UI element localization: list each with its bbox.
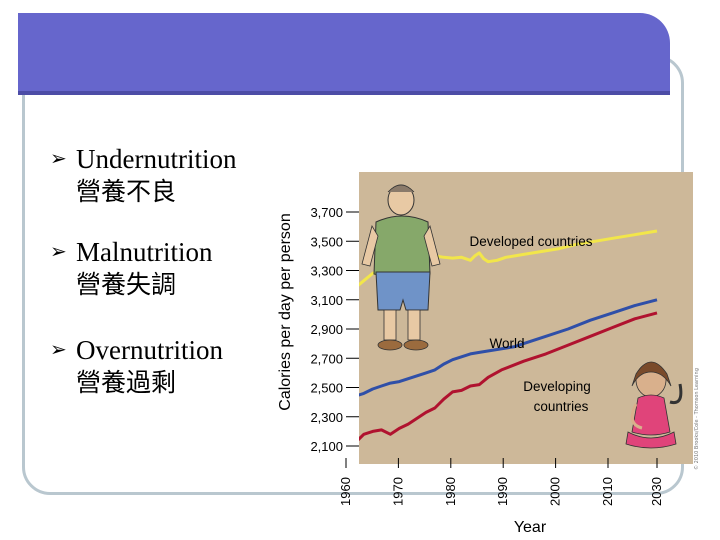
bullet-undernutrition-zh: 營養不良 [76, 177, 177, 206]
series-line-world [359, 298, 658, 397]
series-label-world: World [489, 336, 524, 351]
y-tick-label: 2,300 [310, 410, 343, 425]
y-tick-label: 3,500 [310, 234, 343, 249]
x-tick-label: 1960 [338, 477, 353, 506]
y-tick-label: 3,700 [310, 205, 343, 220]
x-tick-label: 1970 [390, 477, 405, 506]
bullet-arrow-icon: ➢ [50, 339, 67, 361]
y-tick-label: 3,100 [310, 293, 343, 308]
x-tick-label: 2000 [548, 477, 563, 506]
x-tick-label: 1990 [495, 477, 510, 506]
series-label-developing-line2: countries [534, 399, 589, 414]
bullet-arrow-icon: ➢ [50, 241, 67, 263]
title-banner-shadow [18, 91, 670, 95]
bullet-overnutrition-en: Overnutrition [76, 335, 223, 365]
y-tick-label: 2,700 [310, 351, 343, 366]
bullet-arrow-icon: ➢ [50, 148, 67, 170]
y-tick-label: 2,500 [310, 381, 343, 396]
x-tick-label: 2030 [649, 477, 664, 506]
bullet-undernutrition-en: Undernutrition [76, 144, 237, 174]
thin-child-icon [625, 361, 683, 449]
y-tick-label: 2,100 [310, 439, 343, 454]
y-axis-title: Calories per day per person [277, 213, 294, 410]
bullet-malnutrition-zh: 營養失調 [76, 270, 177, 299]
y-tick-label: 2,900 [310, 322, 343, 337]
series-label-developed: Developed countries [469, 234, 592, 249]
overweight-man-icon [361, 184, 441, 351]
x-axis-ticks: 1960 1970 1980 1990 2000 2010 2030 [338, 458, 664, 506]
series-line-developing [359, 311, 658, 442]
bullet-malnutrition-en: Malnutrition [76, 237, 213, 267]
x-tick-label: 2010 [600, 477, 615, 506]
x-axis-title: Year [514, 519, 547, 536]
x-tick-label: 1980 [443, 477, 458, 506]
series-label-developing-line1: Developing [523, 379, 591, 394]
y-tick-label: 3,300 [310, 264, 343, 279]
title-banner [18, 13, 670, 91]
chart-credit: © 2010 Brooks/Cole - Thomson Learning [693, 368, 700, 470]
bullet-overnutrition-zh: 營養過剩 [76, 368, 177, 397]
y-axis-ticks: 3,700 3,500 3,300 3,100 2,900 2,700 2,500 2,300… [310, 205, 359, 454]
